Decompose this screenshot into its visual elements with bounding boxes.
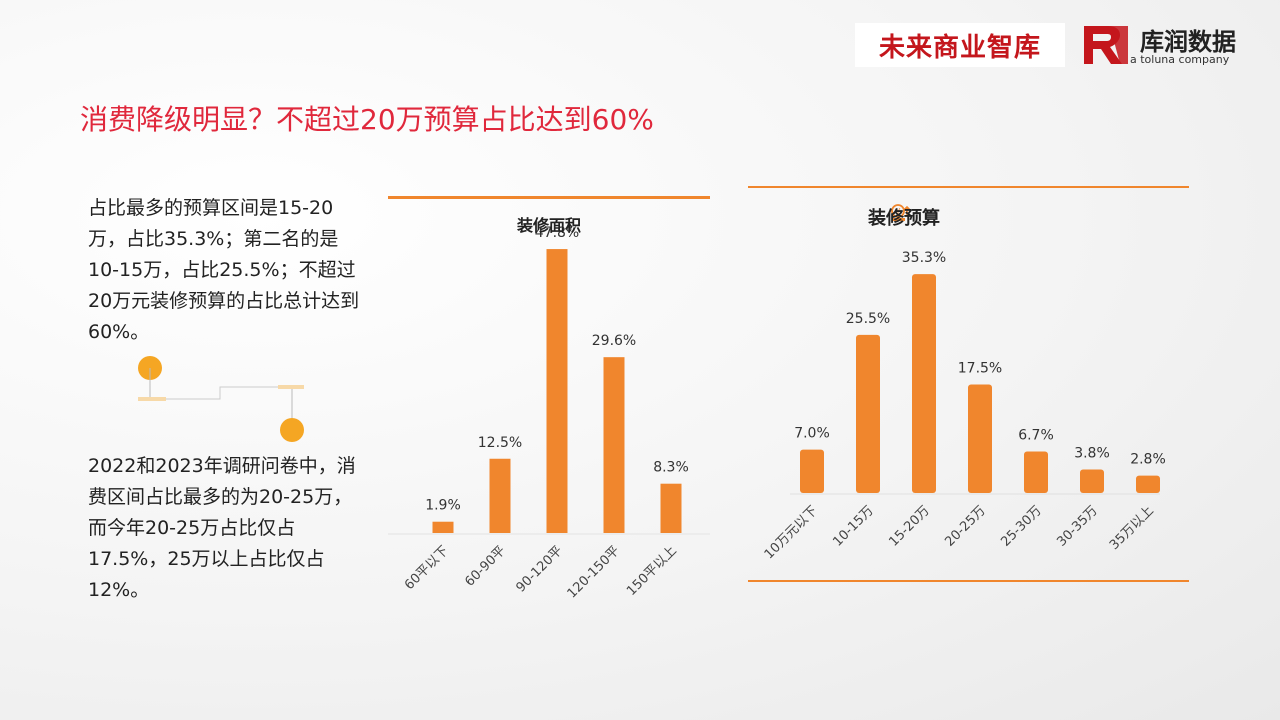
budget-chart: 7.0% 10万元以下 25.5% 10-15万 35.3% 15-20万 17.5% 20-…	[748, 186, 1189, 582]
timeline-dot-bottom	[280, 418, 304, 442]
logo-kurun: 库润数据 a toluna company	[1080, 20, 1260, 70]
bar	[800, 449, 824, 493]
logo-future-business: 未来商业智库	[855, 23, 1065, 67]
category-label: 20-25万	[942, 503, 989, 550]
bar	[912, 274, 936, 493]
bar	[489, 458, 511, 533]
logo-right-text: 库润数据	[1140, 28, 1236, 56]
category-label: 120-150平	[565, 543, 623, 601]
data-label: 2.8%	[1130, 452, 1166, 468]
svg-text:¥: ¥	[895, 207, 900, 216]
chart-title-area: 装修面积	[516, 216, 581, 235]
category-label: 30-35万	[1054, 503, 1101, 550]
summary-text-1: 占比最多的预算区间是15-20万，占比35.3%；第二名的是10-15万，占比2…	[88, 197, 360, 343]
bar	[546, 249, 568, 533]
area-chart: 1.9% 60平以下 12.5% 60-90平 47.8% 90-120平 29.6% 120…	[388, 196, 710, 601]
chart-title-budget: 装修预算	[868, 208, 940, 229]
data-label: 12.5%	[478, 435, 522, 451]
category-label: 10-15万	[830, 503, 877, 550]
data-label: 25.5%	[846, 311, 890, 327]
category-label: 150平以上	[624, 543, 680, 599]
bar	[603, 357, 625, 533]
data-label: 6.7%	[1018, 427, 1054, 443]
page-title: 消费降级明显？不超过20万预算占比达到60%	[80, 103, 654, 136]
category-label: 60-90平	[462, 543, 509, 590]
chart-panel-area: 1.9% 60平以下 12.5% 60-90平 47.8% 90-120平 29.6% 120…	[388, 196, 710, 616]
data-label: 17.5%	[958, 361, 1002, 377]
chart-panel-budget: 7.0% 10万元以下 25.5% 10-15万 35.3% 15-20万 17.5% 20-…	[748, 186, 1189, 582]
logo-right-subtext: a toluna company	[1130, 53, 1230, 66]
data-label: 29.6%	[592, 333, 636, 349]
data-label: 3.8%	[1074, 445, 1110, 461]
kurun-r-logo-icon	[1084, 26, 1128, 64]
bar	[432, 521, 454, 533]
data-label: 47.8%	[535, 225, 579, 241]
money-bag-icon: ¥	[891, 204, 911, 221]
bar	[1024, 451, 1048, 493]
category-label: 90-120平	[513, 543, 565, 595]
data-label: 8.3%	[653, 460, 689, 476]
category-label: 15-20万	[886, 503, 933, 550]
category-label: 60平以下	[402, 543, 452, 593]
category-label: 35万以上	[1107, 503, 1157, 553]
bar	[660, 483, 682, 533]
data-label: 1.9%	[425, 498, 461, 514]
bar	[968, 384, 992, 493]
timeline-decoration	[138, 356, 304, 442]
category-label: 25-30万	[998, 503, 1045, 550]
logo-left-text: 未来商业智库	[878, 32, 1041, 63]
bar	[1080, 469, 1104, 493]
summary-text-2: 2022和2023年调研问卷中，消费区间占比最多的为20-25万，而今年20-2…	[88, 455, 356, 601]
data-label: 7.0%	[794, 426, 830, 442]
bar	[856, 334, 880, 493]
data-label: 35.3%	[902, 250, 946, 266]
category-label: 10万元以下	[762, 503, 821, 562]
bar	[1136, 475, 1160, 493]
